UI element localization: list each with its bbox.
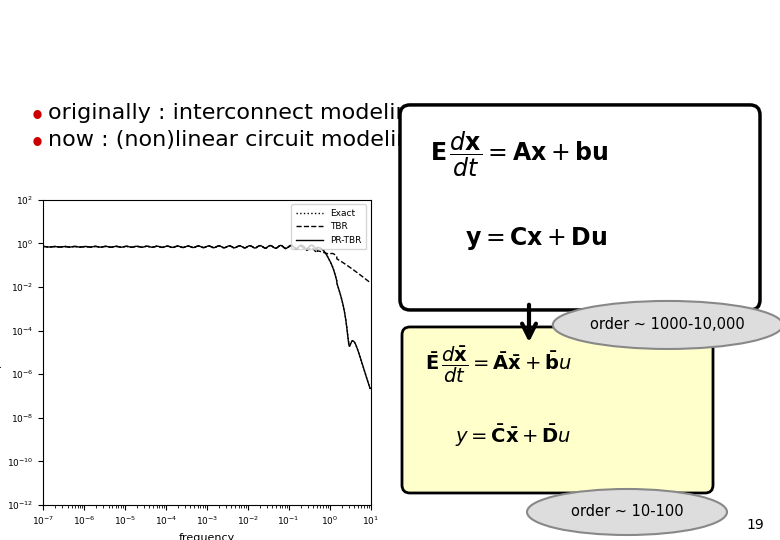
Exact [163,243,172,249]
Text: $y = \mathbf{\bar{C}\bar{x}} + \mathbf{\bar{D}}u$: $y = \mathbf{\bar{C}\bar{x}} + \mathbf{\… [455,423,572,449]
TBR [235,242,244,249]
Legend: Exact, TBR, PR-TBR: Exact, TBR, PR-TBR [291,204,366,249]
PR-TBR [307,242,317,248]
Text: (Non)linear model order reduction: (Non)linear model order reduction [20,21,780,63]
X-axis label: frequency: frequency [179,532,235,540]
Text: now : (non)linear circuit modeling: now : (non)linear circuit modeling [48,130,424,150]
TBR [38,244,48,250]
Text: •: • [30,132,45,156]
Text: 19: 19 [746,518,764,532]
Exact [307,242,316,248]
Ellipse shape [527,489,727,535]
PR-TBR [307,242,316,248]
PR-TBR [235,242,244,249]
TBR [163,243,172,249]
Text: order ~ 10-100: order ~ 10-100 [571,504,683,519]
Exact [38,244,48,250]
Text: order ~ 1000-10,000: order ~ 1000-10,000 [590,318,745,333]
TBR [366,280,375,286]
TBR [282,245,292,251]
Exact [282,245,292,251]
TBR [98,244,107,250]
PR-TBR [251,245,261,251]
PR-TBR [98,244,107,250]
Ellipse shape [553,301,780,349]
Exact [251,245,261,251]
Line: PR-TBR: PR-TBR [43,245,370,388]
TBR [251,245,261,251]
FancyBboxPatch shape [402,327,713,493]
Line: TBR: TBR [43,246,370,283]
TBR [307,245,317,251]
Text: $\mathbf{E}\,\dfrac{d\mathbf{x}}{dt} = \mathbf{Ax} + \mathbf{bu}$: $\mathbf{E}\,\dfrac{d\mathbf{x}}{dt} = \… [430,130,608,179]
PR-TBR [366,385,375,392]
Exact [307,242,317,248]
Y-axis label: impedance: impedance [0,325,2,380]
Text: $\mathbf{y} = \mathbf{Cx} + \mathbf{Du}$: $\mathbf{y} = \mathbf{Cx} + \mathbf{Du}$ [465,225,608,252]
TBR [266,242,275,249]
Text: $\mathbf{\bar{E}}\,\dfrac{d\mathbf{\bar{x}}}{dt} = \mathbf{\bar{A}\bar{x}} + \ma: $\mathbf{\bar{E}}\,\dfrac{d\mathbf{\bar{… [425,345,572,386]
PR-TBR [38,244,48,250]
Text: •: • [30,105,45,129]
PR-TBR [282,245,292,251]
Exact [366,387,375,394]
FancyBboxPatch shape [400,105,760,310]
Exact [235,242,244,249]
Line: Exact: Exact [43,245,370,390]
Exact [98,244,107,250]
Text: originally : interconnect modeling: originally : interconnect modeling [48,103,424,123]
PR-TBR [163,243,172,249]
